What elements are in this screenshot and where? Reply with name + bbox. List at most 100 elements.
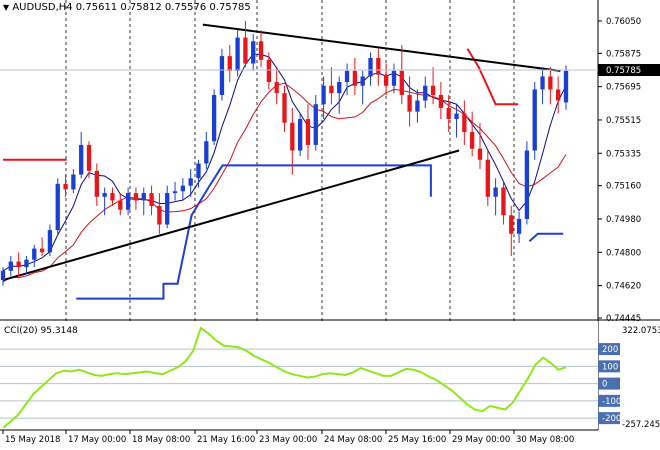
trendlines[interactable] xyxy=(2,23,561,282)
current-price-badge xyxy=(598,64,660,76)
price-tick-label: 0.75160 xyxy=(606,182,641,192)
candle-body xyxy=(563,70,569,103)
symbol-line: AUDUSD,H4 0.75611 0.75812 0.75576 0.7578… xyxy=(12,2,251,13)
candle-body xyxy=(180,185,185,192)
candle-body xyxy=(438,94,444,108)
candle-body xyxy=(305,119,311,145)
candle-body xyxy=(454,113,459,120)
cci-level-label: 0 xyxy=(602,380,607,390)
collapse-icon[interactable]: ▼ xyxy=(3,3,10,12)
candle-body xyxy=(344,70,350,83)
cci-level-badge xyxy=(598,412,620,425)
candle-body xyxy=(524,150,530,219)
candle-body xyxy=(368,57,373,77)
candle-body xyxy=(321,85,326,105)
candle-body xyxy=(219,56,225,95)
cci-level-badge xyxy=(598,377,620,390)
cci-level-badge xyxy=(598,343,620,356)
candle-body xyxy=(157,206,162,225)
candle-body xyxy=(196,163,201,179)
candle-body xyxy=(235,37,240,71)
candle-body xyxy=(204,141,209,164)
candle-body xyxy=(548,76,553,90)
candle-body xyxy=(133,193,139,201)
candle-body xyxy=(86,144,92,171)
candle-body xyxy=(141,193,146,201)
time-tick-label: 25 May 16:00 xyxy=(388,435,446,445)
price-tick-label: 0.74620 xyxy=(606,282,641,292)
candle-body xyxy=(172,191,178,194)
candle-body xyxy=(446,107,451,120)
candle-body xyxy=(399,70,404,95)
price-tick-label: 0.75875 xyxy=(606,49,641,59)
candle-body xyxy=(415,100,420,112)
time-axis: 15 May 2018 17 May 00:00 18 May 08:00 21 Ma… xyxy=(2,430,574,445)
candle-body xyxy=(71,174,76,190)
cci-level-label: -200 xyxy=(602,414,621,424)
candle-body xyxy=(125,193,131,210)
candle-body xyxy=(211,94,217,142)
candle-body xyxy=(251,41,256,64)
cci-panel[interactable]: 200 100 0 -100 -200 322.0753 -257.245 xyxy=(0,321,660,430)
price-tick-label: 0.74980 xyxy=(606,215,641,225)
envelope-red-line xyxy=(466,48,519,106)
candle-body xyxy=(110,193,115,201)
candle-body xyxy=(266,59,272,83)
price-tick-label: 0.75695 xyxy=(606,83,641,93)
envelope-lines xyxy=(3,48,564,300)
candle-body xyxy=(313,104,318,145)
candle-body xyxy=(540,76,545,90)
support-trendline[interactable] xyxy=(2,149,460,282)
candle-body xyxy=(149,193,154,207)
price-axis: 0.76050 0.75875 0.75695 0.75515 0.75335 0.751… xyxy=(598,17,641,324)
candle-body xyxy=(16,261,21,268)
candle-body xyxy=(493,187,498,197)
current-price-marker: 0.75785 xyxy=(0,64,660,76)
indicator-label: CCI(20) 95.3148 xyxy=(4,326,78,336)
time-tick-label: 21 May 16:00 xyxy=(197,435,255,445)
time-tick-label: 24 May 08:00 xyxy=(324,435,382,445)
candle-body xyxy=(532,89,537,151)
candle-body xyxy=(258,41,264,60)
price-tick-label: 0.75515 xyxy=(606,116,641,126)
candle-body xyxy=(352,70,358,86)
cci-level-label: 100 xyxy=(602,362,618,372)
candle-body xyxy=(24,259,29,268)
candle-body xyxy=(94,170,99,197)
candles xyxy=(0,20,569,286)
candle-body xyxy=(227,56,232,71)
resistance-trendline[interactable] xyxy=(202,23,561,72)
candle-body xyxy=(8,261,13,271)
time-tick-label: 15 May 2018 xyxy=(5,435,60,445)
candle-body xyxy=(470,132,475,149)
candle-body xyxy=(290,122,295,151)
cci-scale-bottom: -257.245 xyxy=(622,420,660,430)
price-tick-label: 0.74445 xyxy=(606,314,641,324)
cci-line xyxy=(2,326,567,429)
candle-body xyxy=(485,159,490,197)
candle-body xyxy=(329,85,334,94)
candle-body xyxy=(430,85,436,95)
time-tick-label: 17 May 00:00 xyxy=(68,435,126,445)
candle-body xyxy=(337,82,342,94)
candle-body xyxy=(188,178,193,186)
candle-body xyxy=(376,57,381,75)
candle-body xyxy=(282,93,287,123)
candle-body xyxy=(243,37,248,64)
candle-body xyxy=(118,200,123,210)
candle-body xyxy=(47,230,53,253)
time-tick-label: 23 May 00:00 xyxy=(259,435,317,445)
candle-body xyxy=(165,193,170,225)
time-tick-label: 29 May 00:00 xyxy=(452,435,510,445)
candle-body xyxy=(407,94,412,112)
price-tick-label: 0.74800 xyxy=(606,248,641,258)
candle-body xyxy=(423,85,428,101)
current-price-label: 0.75785 xyxy=(606,66,641,76)
price-tick-label: 0.75335 xyxy=(606,149,641,159)
time-tick-label: 30 May 08:00 xyxy=(516,435,574,445)
price-panel[interactable] xyxy=(0,0,660,320)
candle-body xyxy=(391,70,397,86)
cci-level-label: 200 xyxy=(602,345,618,355)
candle-body xyxy=(556,89,561,101)
